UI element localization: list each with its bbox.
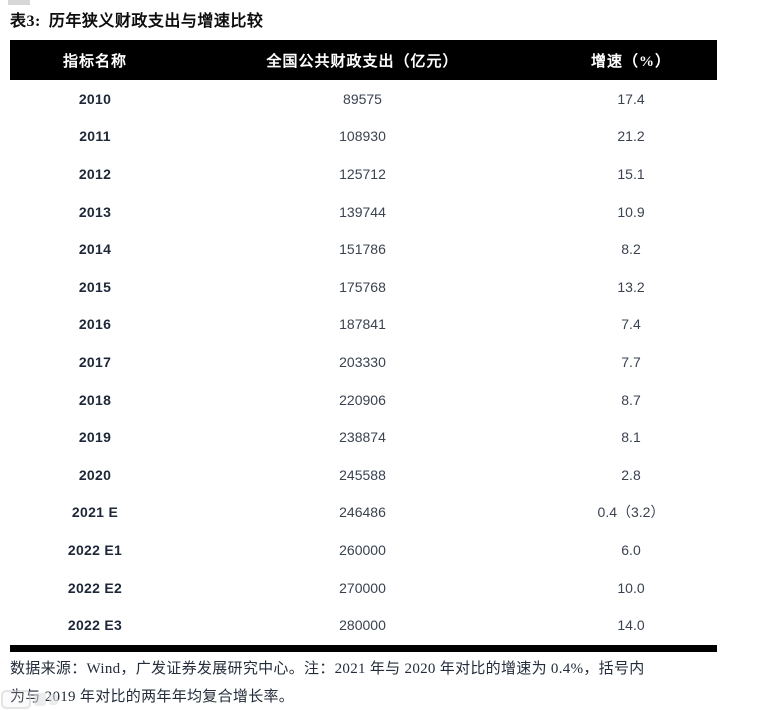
growth-cell: 7.4 [621, 316, 641, 333]
expenditure-cell: 89575 [343, 90, 382, 107]
year-cell: 2017 [78, 353, 112, 370]
source-note-line2: 为与 2019 年对比的两年年均复合增长率。 [10, 689, 295, 705]
expenditure-cell: 245588 [339, 466, 386, 483]
table-row: 2022 E1 260000 6.0 [10, 531, 717, 569]
expenditure-cell: 108930 [339, 128, 386, 145]
growth-cell: 15.1 [617, 165, 645, 182]
year-cell: 2022 E1 [67, 541, 123, 558]
growth-cell: 21.2 [617, 128, 645, 145]
table-row: 2022 E3 280000 14.0 [10, 606, 717, 644]
growth-cell: 10.0 [617, 579, 645, 596]
year-cell: 2021 E [71, 504, 119, 521]
growth-cell: 8.1 [621, 429, 641, 446]
year-cell: 2014 [78, 241, 112, 258]
growth-cell: 13.2 [617, 278, 645, 295]
expenditure-cell: 125712 [339, 165, 386, 182]
growth-cell: 2.8 [621, 466, 641, 483]
expenditure-cell: 260000 [339, 541, 386, 558]
table-row: 2021 E 246486 0.4（3.2） [10, 494, 717, 532]
year-cell: 2020 [78, 466, 112, 483]
table-row: 2020 245588 2.8 [10, 456, 717, 494]
year-cell: 2022 E3 [67, 617, 123, 634]
year-cell: 2015 [78, 278, 112, 295]
table-row: 2017 203330 7.7 [10, 343, 717, 381]
source-note: 数据来源：Wind，广发证券发展研究中心。注：2021 年与 2020 年对比的… [10, 655, 755, 710]
year-cell: 2013 [78, 203, 112, 220]
table-header-row: 指标名称 全国公共财政支出（亿元） 增速（%） [10, 40, 717, 80]
table-body: 2010 89575 17.4 2011 108930 21.2 2012 125712 15.… [10, 80, 717, 644]
table-row: 2018 220906 8.7 [10, 381, 717, 419]
expenditure-cell: 139744 [339, 203, 386, 220]
table-row: 2015 175768 13.2 [10, 268, 717, 306]
growth-cell: 6.0 [621, 541, 641, 558]
growth-cell: 0.4（3.2） [597, 504, 665, 521]
year-cell: 2012 [78, 165, 112, 182]
table-row: 2012 125712 15.1 [10, 155, 717, 193]
source-note-line1: 数据来源：Wind，广发证券发展研究中心。注：2021 年与 2020 年对比的… [10, 661, 645, 677]
year-cell: 2016 [78, 316, 112, 333]
table-bottom-rule [10, 644, 717, 652]
table-row: 2014 151786 8.2 [10, 230, 717, 268]
fiscal-expenditure-table: 指标名称 全国公共财政支出（亿元） 增速（%） 2010 89575 17.4 201… [10, 40, 717, 652]
expenditure-cell: 175768 [339, 278, 386, 295]
table-row: 2019 238874 8.1 [10, 418, 717, 456]
table-row: 2011 108930 21.2 [10, 118, 717, 156]
watermark-fragment-top [8, 0, 30, 5]
growth-cell: 8.2 [621, 241, 641, 258]
year-cell: 2011 [79, 128, 111, 145]
table-title: 表3: 历年狭义财政支出与增速比较 [10, 7, 750, 31]
growth-cell: 17.4 [617, 90, 645, 107]
expenditure-cell: 220906 [339, 391, 386, 408]
expenditure-cell: 151786 [339, 241, 386, 258]
expenditure-cell: 270000 [339, 579, 386, 596]
year-cell: 2019 [78, 429, 112, 446]
table-row: 2022 E2 270000 10.0 [10, 569, 717, 607]
growth-cell: 14.0 [617, 617, 645, 634]
expenditure-cell: 246486 [339, 504, 386, 521]
header-indicator-name: 指标名称 [62, 53, 127, 70]
table-row: 2016 187841 7.4 [10, 306, 717, 344]
year-cell: 2018 [78, 391, 112, 408]
expenditure-cell: 203330 [339, 353, 386, 370]
header-growth-rate: 增速（%） [590, 53, 671, 70]
year-cell: 2010 [78, 90, 112, 107]
table-title-text: 历年狭义财政支出与增速比较 [48, 13, 264, 30]
table-number-label: 表3: [10, 13, 41, 30]
growth-cell: 10.9 [617, 203, 645, 220]
table-row: 2010 89575 17.4 [10, 80, 717, 118]
growth-cell: 8.7 [621, 391, 641, 408]
expenditure-cell: 280000 [339, 617, 386, 634]
growth-cell: 7.7 [621, 353, 641, 370]
year-cell: 2022 E2 [67, 579, 123, 596]
header-national-expenditure: 全国公共财政支出（亿元） [266, 53, 459, 70]
expenditure-cell: 187841 [339, 316, 386, 333]
table-row: 2013 139744 10.9 [10, 193, 717, 231]
expenditure-cell: 238874 [339, 429, 386, 446]
